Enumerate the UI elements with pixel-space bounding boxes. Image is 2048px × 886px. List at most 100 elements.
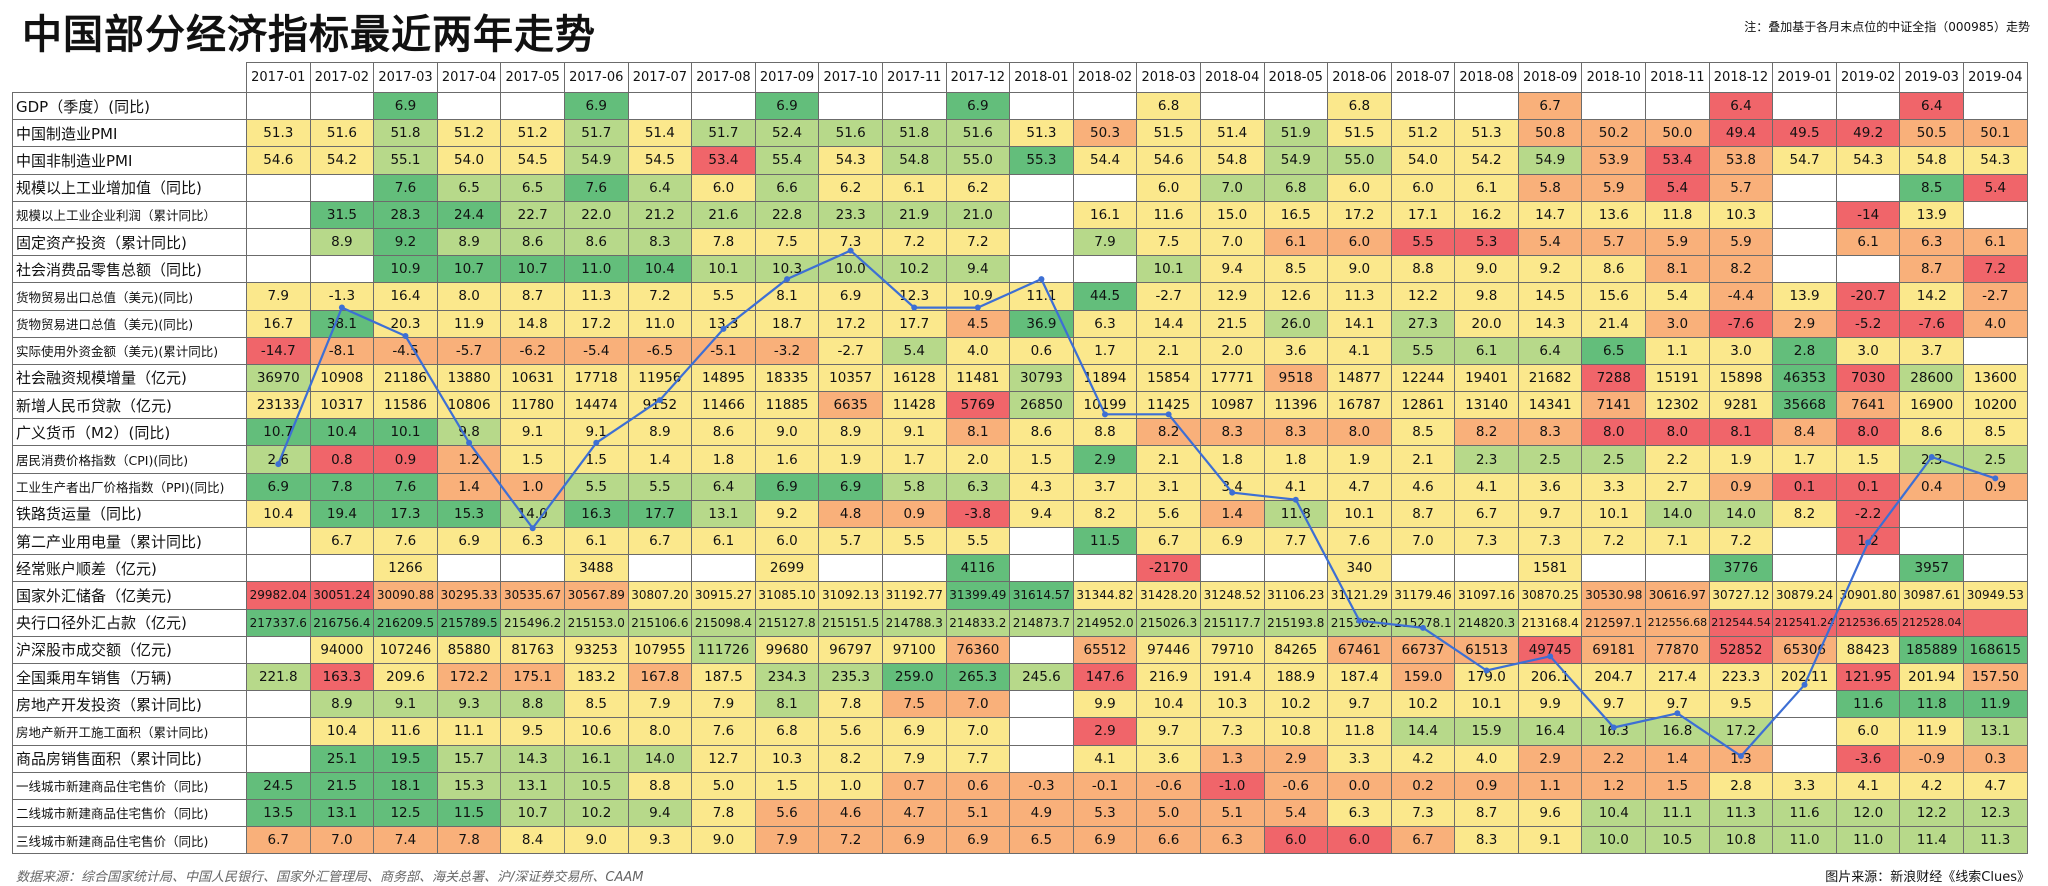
value-cell: 8.8 bbox=[627, 771, 693, 800]
value-cell: 215789.5 bbox=[436, 608, 502, 637]
indicator-label: 广义货币（M2）(同比) bbox=[12, 418, 247, 447]
value-cell: 0.9 bbox=[881, 499, 947, 529]
value-cell: 11.0 bbox=[627, 309, 693, 338]
value-cell: 6.7 bbox=[246, 826, 311, 855]
value-cell: 6.9 bbox=[754, 472, 820, 501]
value-cell: 187.4 bbox=[1327, 662, 1392, 692]
value-cell: 11.8 bbox=[1645, 200, 1710, 229]
value-cell: 11.6 bbox=[1136, 200, 1201, 229]
value-cell: 8.9 bbox=[436, 227, 502, 257]
value-cell: 23133 bbox=[246, 391, 311, 420]
value-cell: 7.6 bbox=[1327, 526, 1392, 556]
value-cell: -1.0 bbox=[1199, 771, 1265, 800]
value-cell: 6.3 bbox=[1327, 798, 1392, 828]
value-cell: 54.2 bbox=[1454, 146, 1519, 175]
value-cell: 23.3 bbox=[818, 200, 883, 229]
value-cell bbox=[1835, 91, 1901, 121]
value-cell: 11780 bbox=[500, 391, 565, 420]
value-cell: 10.4 bbox=[309, 717, 375, 746]
value-cell: 12.2 bbox=[1390, 282, 1456, 311]
value-cell: 214820.3 bbox=[1454, 608, 1519, 637]
month-header: 2017-05 bbox=[500, 62, 565, 93]
value-cell: 10.2 bbox=[1390, 690, 1456, 719]
value-cell: 4.1 bbox=[1263, 472, 1329, 501]
value-cell: 81763 bbox=[500, 635, 565, 664]
value-cell: 22.0 bbox=[563, 200, 629, 229]
value-cell: 65512 bbox=[1072, 635, 1138, 664]
value-cell: 7.0 bbox=[945, 690, 1011, 719]
value-cell: 53.4 bbox=[1645, 146, 1710, 175]
value-cell: 215151.5 bbox=[818, 608, 883, 637]
value-cell bbox=[246, 255, 311, 284]
value-cell bbox=[1963, 91, 2028, 121]
value-cell: 6.0 bbox=[754, 526, 820, 556]
value-cell: 8.2 bbox=[1708, 255, 1774, 284]
value-cell: 11.3 bbox=[1327, 282, 1392, 311]
value-cell: 2.9 bbox=[1772, 309, 1837, 338]
value-cell: -7.6 bbox=[1708, 309, 1774, 338]
value-cell: 14.1 bbox=[1327, 309, 1392, 338]
value-cell: 4.1 bbox=[1835, 771, 1901, 800]
value-cell: 6.0 bbox=[1327, 173, 1392, 202]
month-header: 2018-10 bbox=[1581, 62, 1647, 93]
value-cell: 215106.6 bbox=[627, 608, 693, 637]
value-cell: 14877 bbox=[1327, 363, 1392, 393]
value-cell: 16900 bbox=[1899, 391, 1965, 420]
value-cell: 53.8 bbox=[1708, 146, 1774, 175]
indicator-row: 中国制造业PMI 51.3 51.6 51.8 51.2 51.2 51.7 51.4 51.7… bbox=[12, 119, 2028, 148]
value-cell: 9.4 bbox=[1009, 499, 1074, 529]
value-cell bbox=[1390, 554, 1456, 583]
value-cell bbox=[1772, 200, 1837, 229]
value-cell: 5.4 bbox=[881, 336, 947, 365]
value-cell bbox=[1072, 255, 1138, 284]
value-cell: 5.5 bbox=[945, 526, 1011, 556]
value-cell: 212544.54 bbox=[1708, 608, 1774, 637]
value-cell: 340 bbox=[1327, 554, 1392, 583]
value-cell: 8.7 bbox=[500, 282, 565, 311]
value-cell: 9.2 bbox=[754, 499, 820, 529]
value-cell: 54.7 bbox=[1772, 146, 1837, 175]
value-cell: 0.9 bbox=[1708, 472, 1774, 501]
value-cell: 7.9 bbox=[246, 282, 311, 311]
value-cell bbox=[1645, 554, 1710, 583]
value-cell: 10.7 bbox=[500, 798, 565, 828]
value-cell: 6.9 bbox=[754, 91, 820, 121]
value-cell: 11.3 bbox=[1708, 798, 1774, 828]
value-cell: 9.2 bbox=[373, 227, 438, 257]
value-cell: -3.6 bbox=[1835, 744, 1901, 773]
value-cell: 2.9 bbox=[1072, 445, 1138, 474]
value-cell: 17.1 bbox=[1390, 200, 1456, 229]
value-cell: 0.6 bbox=[945, 771, 1011, 800]
month-header: 2018-12 bbox=[1708, 62, 1774, 93]
indicator-table: 2017-01 2017-02 2017-03 2017-04 2017-05 2017-… bbox=[12, 62, 2028, 855]
value-cell: -2.2 bbox=[1835, 499, 1901, 529]
indicator-label: 新增人民币贷款（亿元) bbox=[12, 391, 247, 420]
value-cell: 8.2 bbox=[1136, 418, 1201, 447]
indicator-label: 社会消费品零售总额（同比) bbox=[12, 255, 247, 284]
value-cell bbox=[691, 554, 756, 583]
value-cell: 30090.88 bbox=[373, 581, 438, 610]
value-cell: 215026.3 bbox=[1136, 608, 1201, 637]
value-cell: 6.9 bbox=[945, 826, 1011, 855]
value-cell: 7.8 bbox=[309, 472, 375, 501]
value-cell: 1.7 bbox=[1072, 336, 1138, 365]
value-cell: 10.7 bbox=[436, 255, 502, 284]
month-header: 2018-04 bbox=[1199, 62, 1265, 93]
value-cell: 7.5 bbox=[881, 690, 947, 719]
value-cell: 9.4 bbox=[627, 798, 693, 828]
value-cell: 8.8 bbox=[1072, 418, 1138, 447]
value-cell: 88423 bbox=[1835, 635, 1901, 664]
value-cell: 212536.65 bbox=[1835, 608, 1901, 637]
value-cell: 6.9 bbox=[436, 526, 502, 556]
value-cell: -14.7 bbox=[246, 336, 311, 365]
value-cell: 1.3 bbox=[1199, 744, 1265, 773]
indicator-label: 沪深股市成交额（亿元) bbox=[12, 635, 247, 664]
value-cell: 51.6 bbox=[309, 119, 375, 148]
value-cell: 8.1 bbox=[754, 282, 820, 311]
value-cell: 1.7 bbox=[881, 445, 947, 474]
value-cell: 3.6 bbox=[1263, 336, 1329, 365]
value-cell: 10.2 bbox=[881, 255, 947, 284]
value-cell: 13.1 bbox=[1963, 717, 2028, 746]
value-cell: 3.3 bbox=[1772, 771, 1837, 800]
value-cell: 6.4 bbox=[1517, 336, 1583, 365]
